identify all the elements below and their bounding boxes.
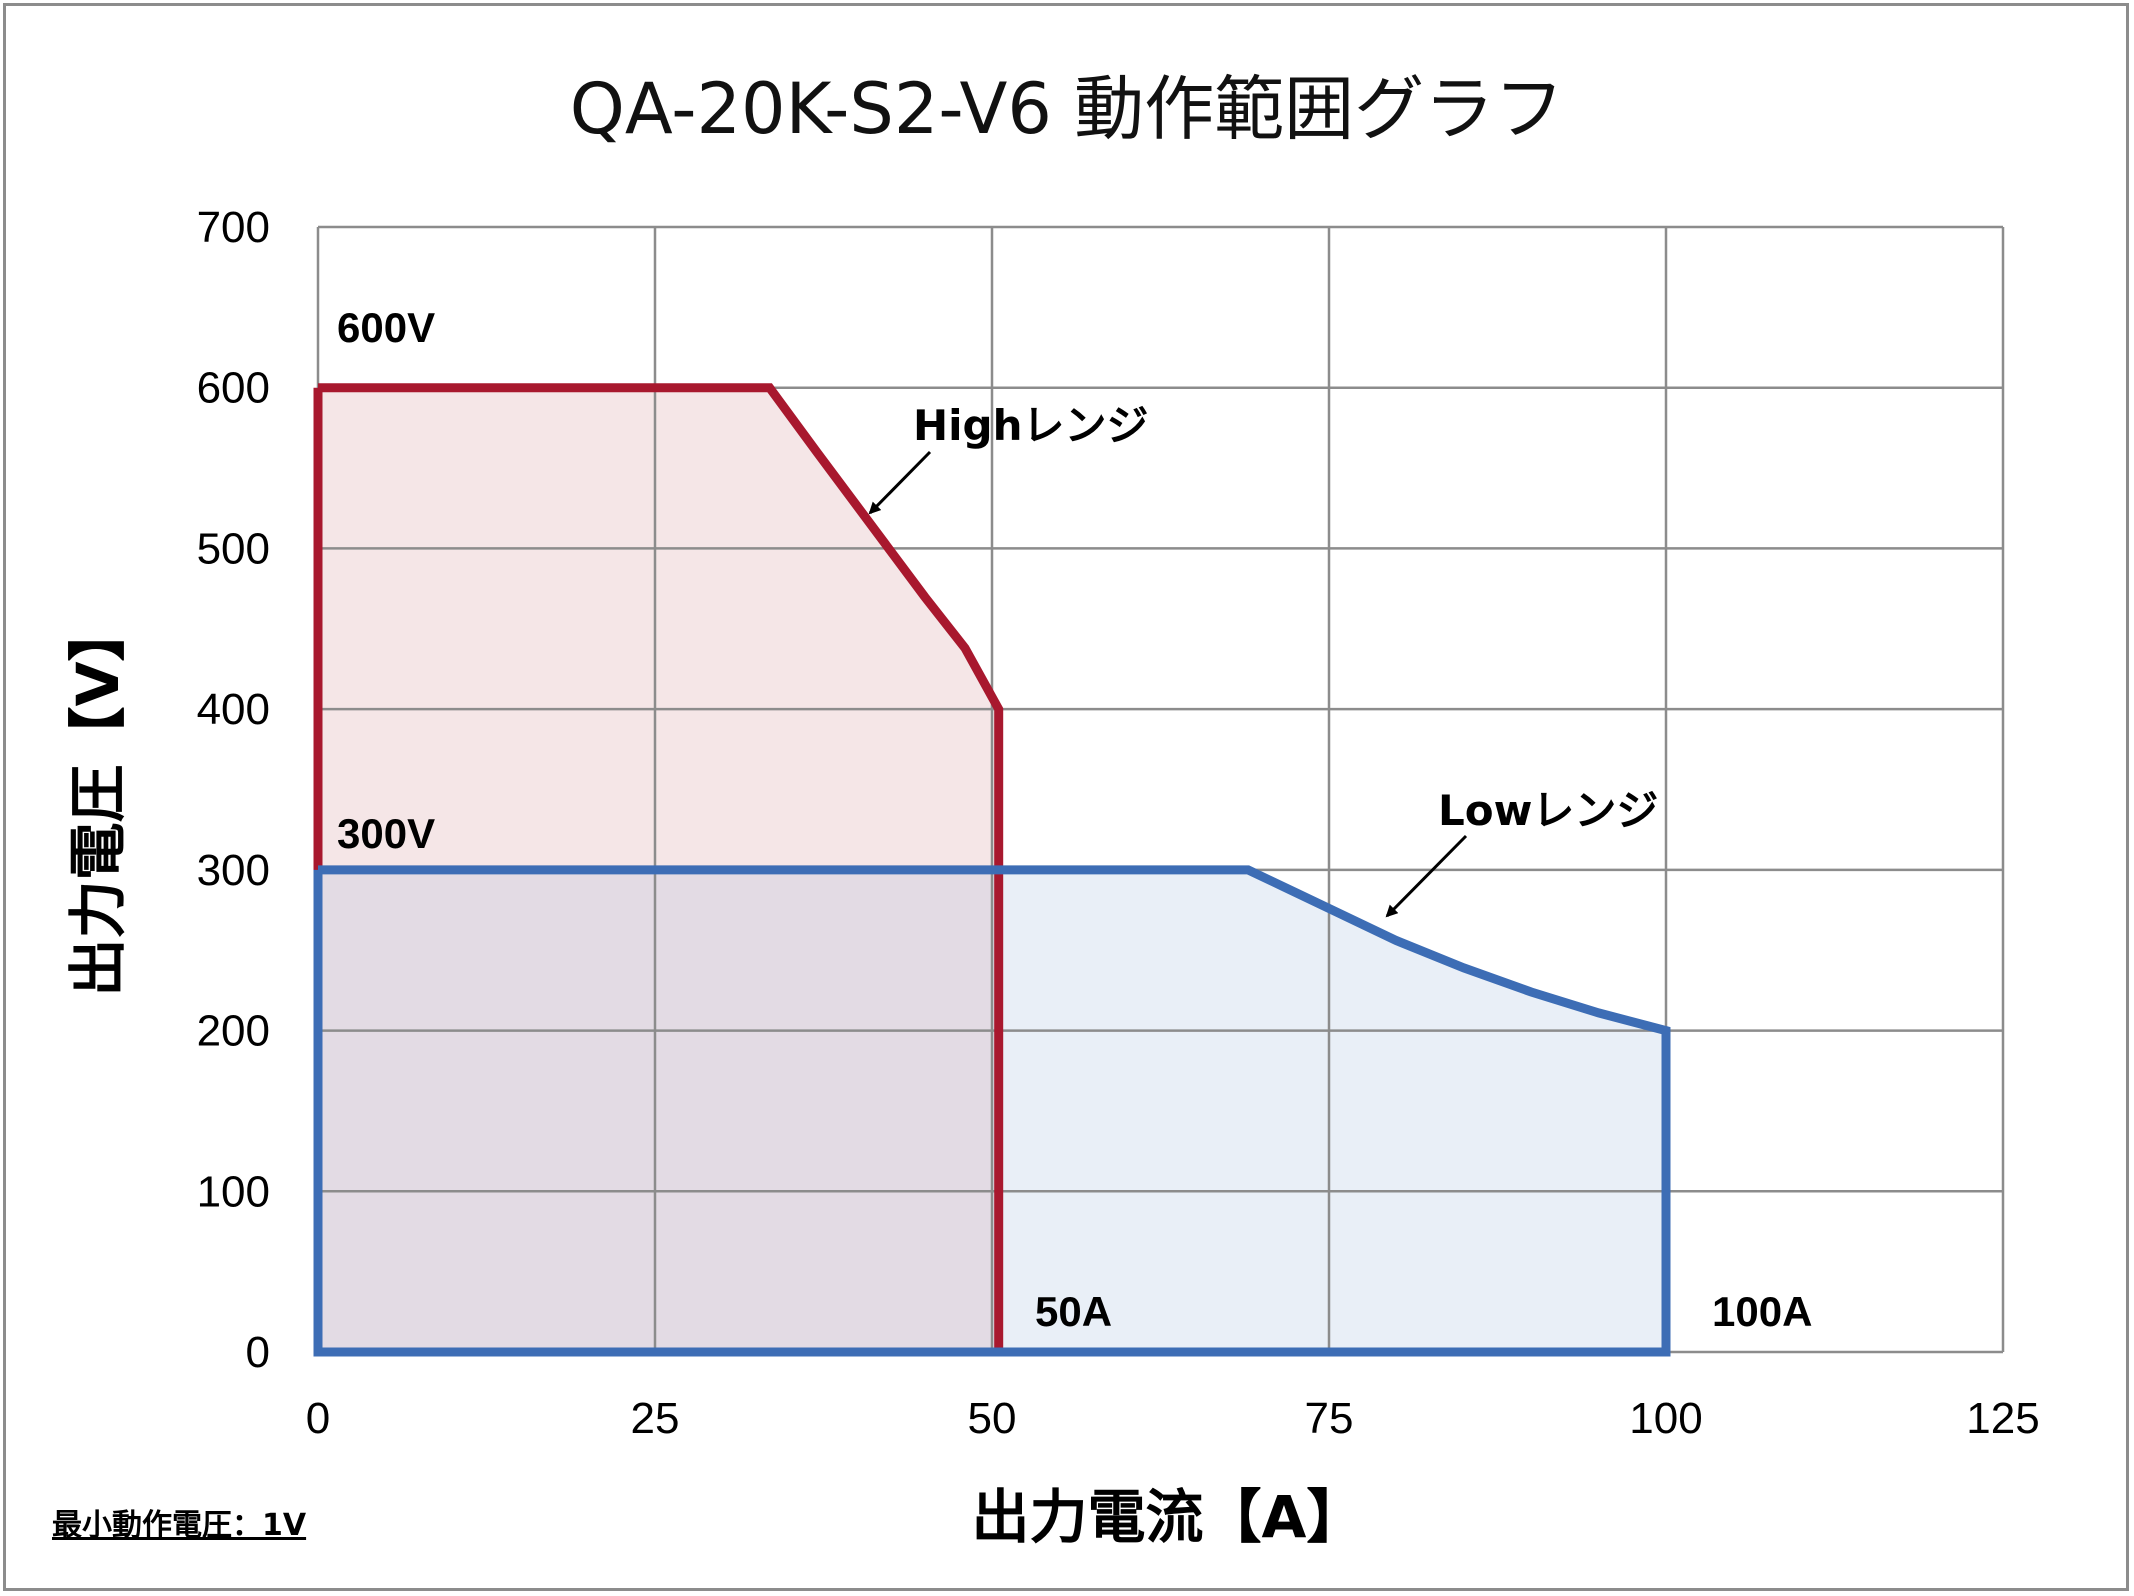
x-tick-label: 125 (1966, 1394, 2039, 1443)
label-50a: 50A (1035, 1288, 1112, 1335)
y-tick-label: 200 (197, 1007, 270, 1056)
y-tick-label: 700 (197, 203, 270, 252)
x-axis-label: 出力電流【A】 (972, 1483, 1365, 1551)
x-tick-label: 50 (968, 1394, 1017, 1443)
y-tick-label: 300 (197, 846, 270, 895)
label-low-range: Lowレンジ (1438, 786, 1658, 835)
x-tick-label: 100 (1629, 1394, 1702, 1443)
y-tick-label: 600 (197, 364, 270, 413)
y-tick-label: 0 (246, 1328, 270, 1377)
label-100a: 100A (1712, 1288, 1812, 1335)
x-tick-label: 25 (631, 1394, 680, 1443)
y-axis-label: 出力電圧【V】 (64, 604, 132, 997)
low-range-line (313, 865, 1671, 1357)
y-tick-label: 400 (197, 685, 270, 734)
y-tick-label: 100 (197, 1167, 270, 1216)
y-tick-label: 500 (197, 524, 270, 573)
overlap-area (318, 869, 999, 1352)
label-600v: 600V (337, 304, 435, 351)
x-tick-label: 0 (306, 1394, 330, 1443)
arrow-high-range (868, 450, 932, 515)
chart-title: QA-20K-S2-V6 動作範囲グラフ (570, 68, 1564, 150)
arrow-low-range (1385, 834, 1468, 918)
label-300v: 300V (337, 810, 435, 857)
min-voltage-note: 最小動作電圧：1V (52, 1508, 307, 1543)
x-tick-label: 75 (1305, 1394, 1354, 1443)
label-high-range: Highレンジ (913, 401, 1149, 450)
